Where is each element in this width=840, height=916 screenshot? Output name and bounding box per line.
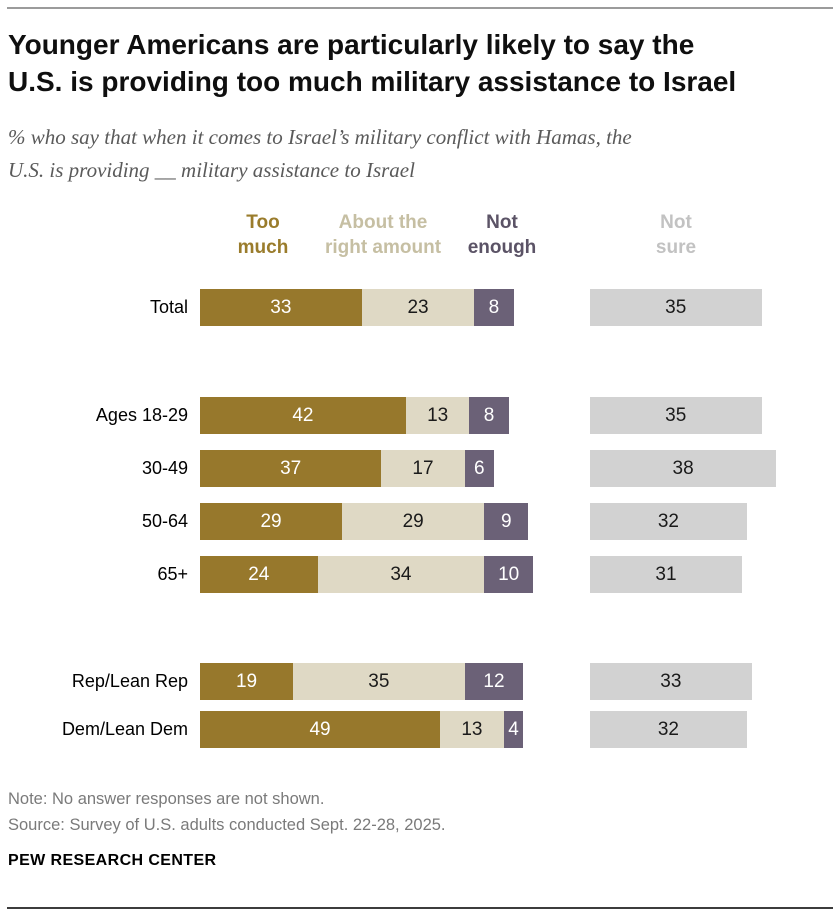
row-label: 65+ xyxy=(157,564,188,584)
title-line-1: Younger Americans are particularly likel… xyxy=(8,29,695,60)
subtitle-line-1: % who say that when it comes to Israel’s… xyxy=(8,125,632,149)
segment-about-right: 23 xyxy=(361,289,475,326)
segment-about-right: 34 xyxy=(317,556,485,593)
segment-too-much: 37 xyxy=(200,450,382,487)
legend-too-much: Too much xyxy=(237,212,289,258)
pew-research-center-brand: PEW RESEARCH CENTER xyxy=(8,852,217,869)
stacked-bar: 49 13 4 xyxy=(200,711,524,748)
segment-too-much: 49 xyxy=(200,711,441,748)
chart-row-30-49: 30-49 37 17 6 38 xyxy=(0,450,840,487)
stacked-bar: 24 34 10 xyxy=(200,556,534,593)
segment-too-much: 42 xyxy=(200,397,406,434)
title-line-2: U.S. is providing too much military assi… xyxy=(8,66,737,97)
row-label: 30-49 xyxy=(141,458,188,478)
row-label: Total xyxy=(149,297,188,317)
segment-not-sure: 32 xyxy=(590,503,747,540)
segment-not-enough: 4 xyxy=(503,711,524,748)
row-label: Rep/Lean Rep xyxy=(71,671,188,691)
segment-not-enough: 6 xyxy=(464,450,494,487)
chart-row-dem-lean-dem: Dem/Lean Dem 49 13 4 32 xyxy=(0,711,840,748)
chart-subtitle: % who say that when it comes to Israel’s… xyxy=(8,121,808,187)
segment-too-much: 19 xyxy=(200,663,294,700)
segment-about-right: 35 xyxy=(293,663,465,700)
segment-not-enough: 8 xyxy=(474,289,514,326)
row-label: Dem/Lean Dem xyxy=(61,719,188,739)
legend-about-right-amount: About the right amount xyxy=(324,212,442,258)
chart-note: Note: No answer responses are not shown. xyxy=(8,790,325,808)
top-rule xyxy=(7,7,833,9)
segment-about-right: 17 xyxy=(381,450,465,487)
segment-too-much: 29 xyxy=(200,503,343,540)
bottom-rule xyxy=(7,907,833,909)
segment-not-enough: 12 xyxy=(464,663,524,700)
segment-too-much: 33 xyxy=(200,289,362,326)
chart-row-ages-18-29: Ages 18-29 42 13 8 35 xyxy=(0,397,840,434)
legend-not-sure: Not sure xyxy=(655,212,697,258)
stacked-bar: 37 17 6 xyxy=(200,450,494,487)
page-title: Younger Americans are particularly likel… xyxy=(8,26,838,100)
segment-not-enough: 10 xyxy=(484,556,534,593)
stacked-bar: 19 35 12 xyxy=(200,663,524,700)
segment-not-sure: 38 xyxy=(590,450,777,487)
stacked-bar: 33 23 8 xyxy=(200,289,514,326)
subtitle-line-2: U.S. is providing __ military assistance… xyxy=(8,158,415,182)
chart-source: Source: Survey of U.S. adults conducted … xyxy=(8,816,446,834)
segment-not-sure: 31 xyxy=(590,556,742,593)
chart-row-50-64: 50-64 29 29 9 32 xyxy=(0,503,840,540)
chart-row-total: Total 33 23 8 35 xyxy=(0,289,840,326)
segment-not-enough: 8 xyxy=(469,397,509,434)
segment-not-sure: 35 xyxy=(590,397,762,434)
segment-too-much: 24 xyxy=(200,556,318,593)
segment-not-sure: 33 xyxy=(590,663,752,700)
row-label: Ages 18-29 xyxy=(95,405,188,425)
chart-row-rep-lean-rep: Rep/Lean Rep 19 35 12 33 xyxy=(0,663,840,700)
segment-not-sure: 32 xyxy=(590,711,747,748)
stacked-bar: 42 13 8 xyxy=(200,397,509,434)
segment-about-right: 13 xyxy=(405,397,470,434)
segment-about-right: 29 xyxy=(342,503,485,540)
legend-not-enough: Not enough xyxy=(467,212,537,258)
row-label: 50-64 xyxy=(141,511,188,531)
chart-row-65-plus: 65+ 24 34 10 31 xyxy=(0,556,840,593)
stacked-bar: 29 29 9 xyxy=(200,503,529,540)
segment-about-right: 13 xyxy=(440,711,504,748)
segment-not-sure: 35 xyxy=(590,289,762,326)
segment-not-enough: 9 xyxy=(484,503,529,540)
